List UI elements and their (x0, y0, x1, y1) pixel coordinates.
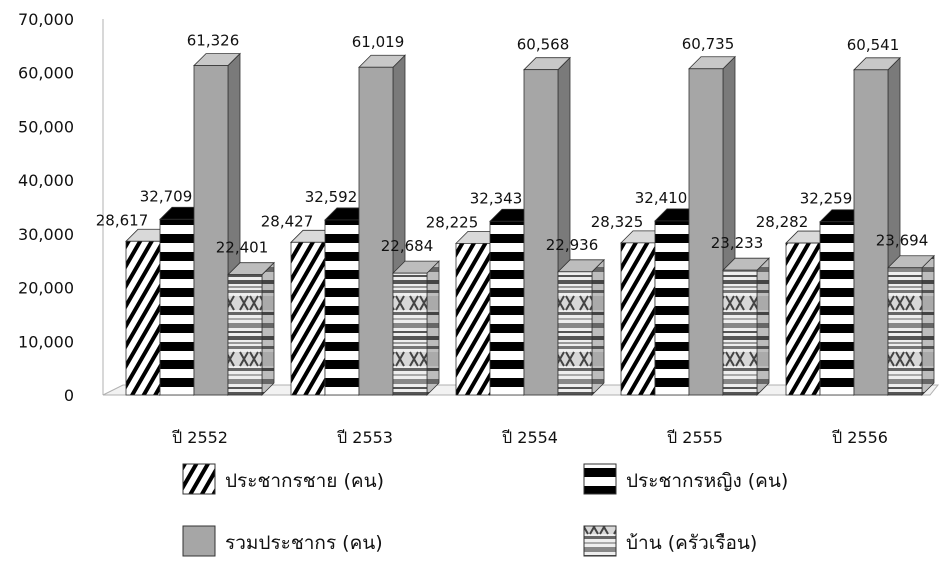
data-labels: 28,617 32,709 61,326 22,401 28,427 32,592 61,0… (96, 32, 929, 257)
y-tick-label: 20,000 (18, 279, 74, 298)
legend-swatch (182, 525, 216, 557)
bar-households-0 (227, 261, 275, 396)
legend-item-households: บ้าน (ครัวเรือน) (583, 525, 757, 557)
bar-households-1 (392, 260, 440, 396)
data-label-male-4: 28,282 (756, 213, 809, 231)
legend-item-male: ประชากรชาย (คน) (182, 463, 384, 495)
y-tick-label: 50,000 (18, 117, 74, 136)
x-tick-label: ปี 2552 (172, 428, 228, 447)
legend-item-total: รวมประชากร (คน) (182, 525, 383, 557)
data-label-female-2: 32,343 (470, 189, 523, 207)
data-label-total-1: 61,019 (352, 33, 405, 51)
data-label-male-0: 28,617 (96, 211, 149, 229)
data-label-male-2: 28,225 (426, 213, 479, 231)
data-label-female-4: 32,259 (800, 190, 853, 208)
legend-swatch (182, 463, 216, 495)
bar-households-4 (887, 254, 935, 396)
data-label-total-4: 60,541 (847, 36, 900, 54)
data-label-total-2: 60,568 (517, 36, 570, 54)
bar-total-3 (688, 55, 736, 396)
bars (125, 52, 935, 396)
bar-households-3 (722, 257, 770, 396)
bar-total-1 (358, 54, 406, 396)
data-label-households-1: 22,684 (381, 237, 434, 255)
legend-label: ประชากรหญิง (คน) (626, 470, 788, 492)
data-label-female-1: 32,592 (305, 188, 358, 206)
y-tick-label: 0 (64, 386, 74, 405)
data-label-male-1: 28,427 (261, 212, 314, 230)
x-tick-label: ปี 2555 (667, 428, 723, 447)
legend-label: รวมประชากร (คน) (225, 532, 383, 554)
data-label-female-3: 32,410 (635, 189, 688, 207)
y-tick-label: 70,000 (18, 10, 74, 29)
legend-item-female: ประชากรหญิง (คน) (583, 463, 788, 495)
x-tick-label: ปี 2554 (502, 428, 558, 447)
data-label-total-0: 61,326 (187, 32, 240, 50)
data-label-households-0: 22,401 (216, 239, 269, 257)
bar-households-2 (557, 258, 605, 396)
y-tick-label: 30,000 (18, 225, 74, 244)
legend: ประชากรชาย (คน) ประชากรหญิง (คน) รวมประชาก… (182, 463, 788, 557)
data-label-households-3: 23,233 (711, 234, 764, 252)
data-label-households-2: 22,936 (546, 236, 599, 254)
x-tick-label: ปี 2556 (832, 428, 888, 447)
y-tick-label: 40,000 (18, 171, 74, 190)
y-tick-label: 60,000 (18, 64, 74, 83)
data-label-male-3: 28,325 (591, 213, 644, 231)
legend-swatch (583, 525, 617, 557)
legend-label: บ้าน (ครัวเรือน) (626, 532, 757, 554)
legend-swatch (583, 463, 617, 495)
data-label-female-0: 32,709 (140, 187, 193, 205)
data-label-households-4: 23,694 (876, 232, 929, 250)
y-tick-label: 10,000 (18, 332, 74, 351)
bar-total-4 (853, 56, 901, 396)
x-tick-label: ปี 2553 (337, 428, 393, 447)
data-label-total-3: 60,735 (682, 35, 735, 53)
legend-label: ประชากรชาย (คน) (225, 470, 384, 492)
